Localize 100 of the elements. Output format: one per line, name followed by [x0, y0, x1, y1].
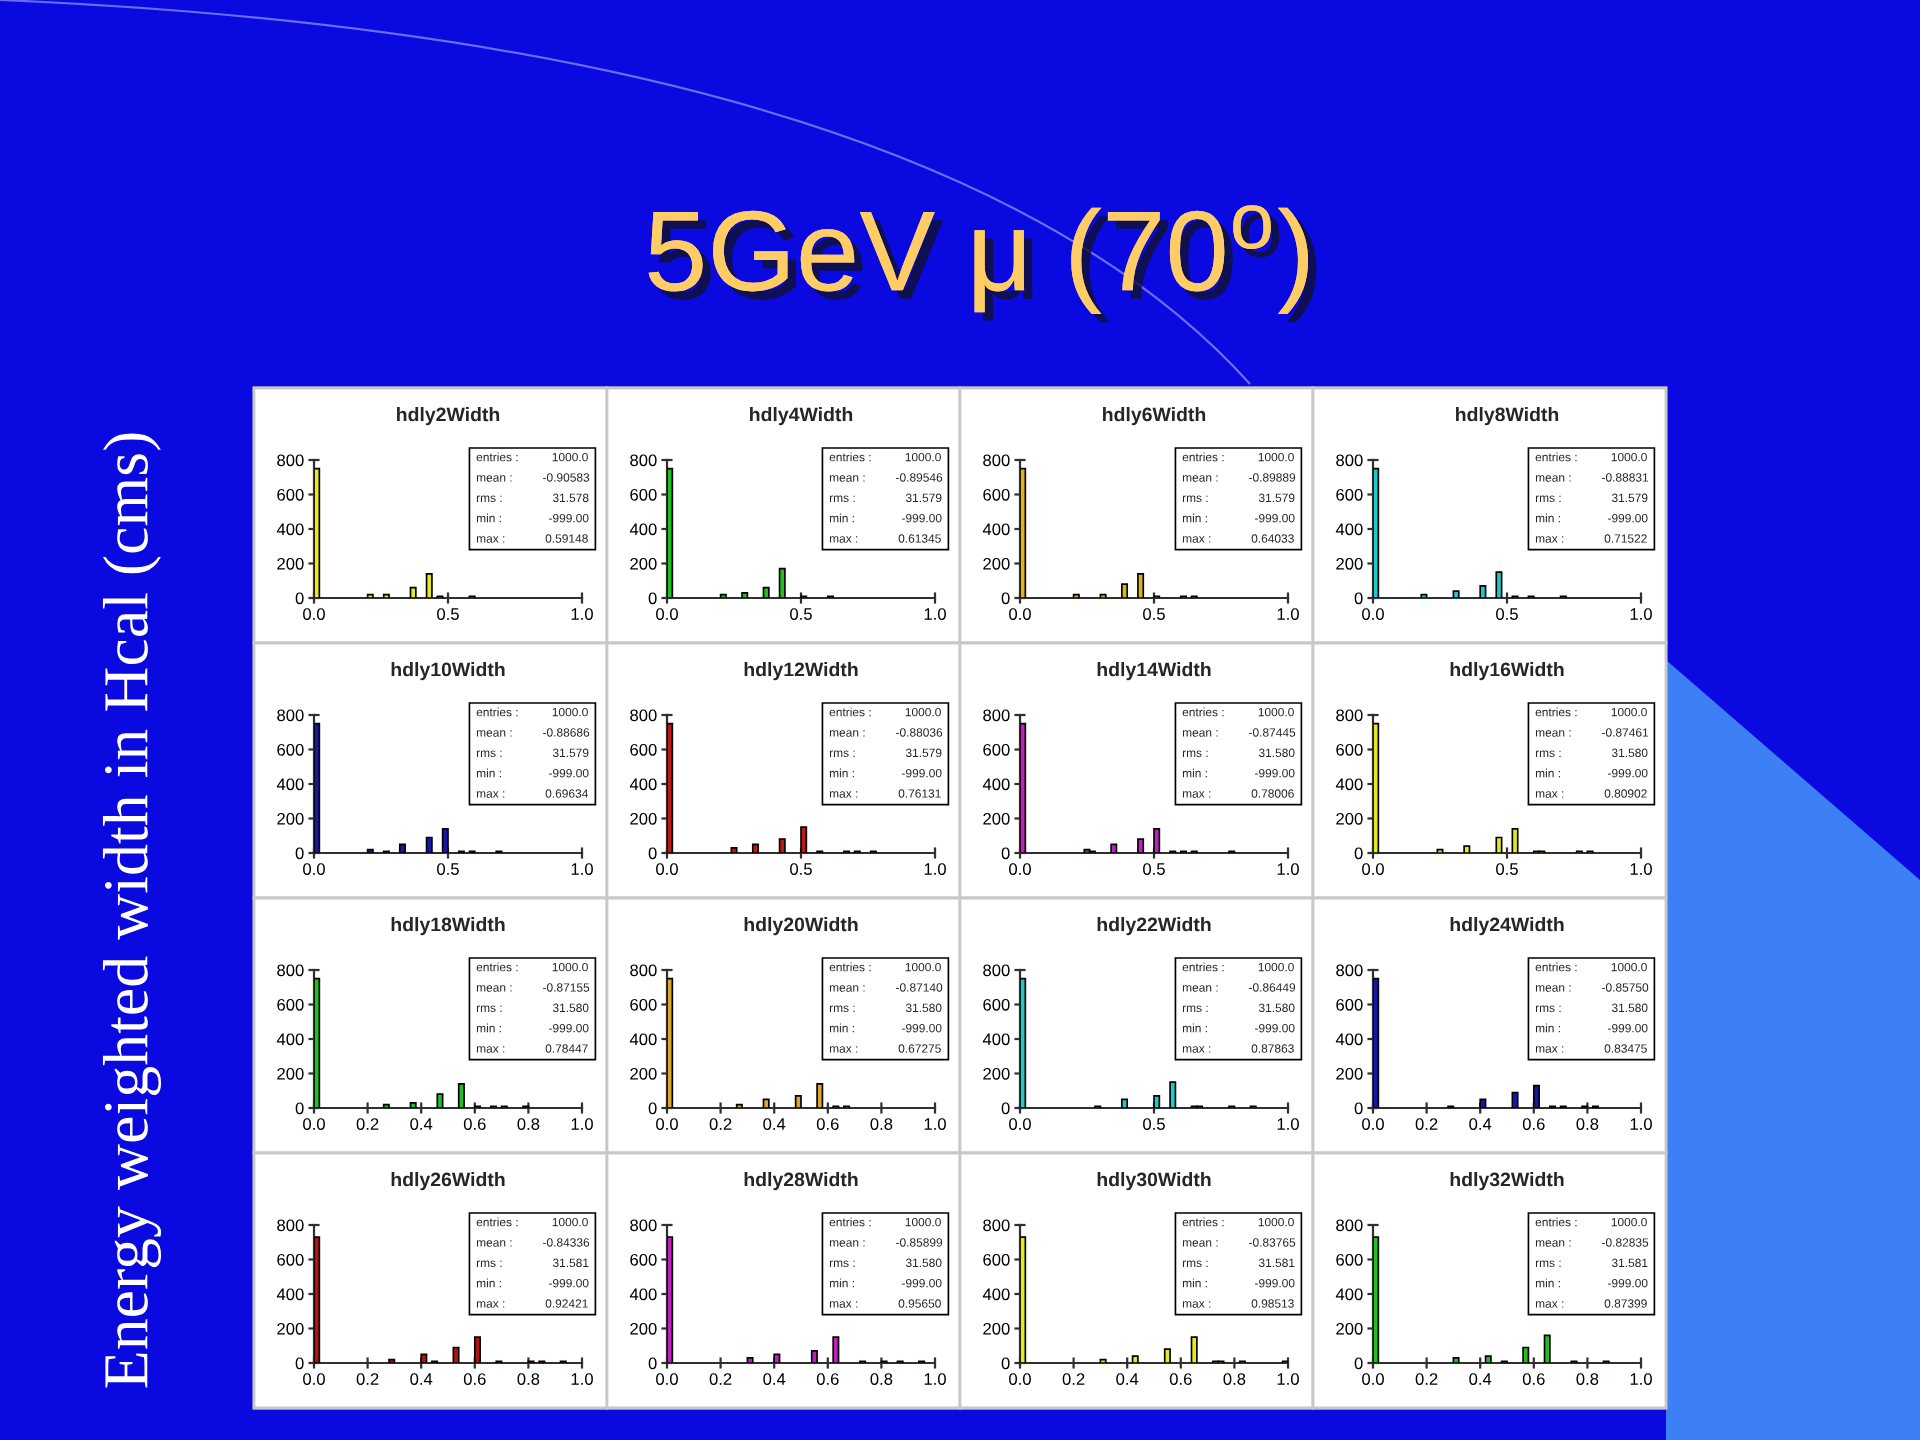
x-tick-label: 0.6: [1522, 1118, 1545, 1130]
y-tick-label: 200: [630, 812, 657, 825]
x-tick-label: 0.0: [1362, 863, 1384, 875]
y-tick-label: 0: [648, 1102, 657, 1115]
y-tick-label: 200: [277, 557, 304, 570]
y-tick-label: 600: [983, 743, 1010, 756]
x-tick-label: 0.0: [656, 608, 678, 620]
x-tick-label: 0.5: [1143, 1118, 1165, 1130]
chart-title: hdly6Width: [1103, 407, 1206, 426]
y-tick-label: 0: [1354, 592, 1363, 605]
y-tick-label: 200: [1336, 557, 1363, 570]
x-tick-label: 0.8: [870, 1373, 893, 1385]
y-tick-label: 400: [982, 1288, 1010, 1301]
x-tick-label: 0.6: [463, 1118, 486, 1130]
x-tick-label: 1.0: [1277, 1373, 1299, 1385]
y-tick-label: 200: [1336, 1067, 1363, 1080]
y-tick-label: 800: [1336, 1219, 1363, 1232]
x-tick-label: 0.0: [1362, 1373, 1384, 1385]
y-tick-label: 800: [983, 454, 1010, 467]
chart-title: hdly2Width: [397, 407, 500, 426]
x-tick-label: 0.5: [1496, 608, 1518, 620]
y-tick-label: 0: [1001, 1102, 1010, 1115]
x-tick-label: 0.5: [437, 608, 459, 620]
x-tick-label: 0.2: [709, 1373, 732, 1385]
y-tick-label: 400: [276, 1288, 304, 1301]
y-tick-label: 400: [629, 1033, 657, 1046]
x-tick-label: 0.4: [763, 1118, 786, 1130]
y-tick-label: 200: [983, 1067, 1010, 1080]
x-tick-label: 1.0: [571, 863, 593, 875]
x-tick-label: 0.0: [303, 863, 325, 875]
y-tick-label: 600: [1336, 1253, 1363, 1266]
y-tick-label: 200: [277, 812, 304, 825]
y-tick-label: 200: [630, 557, 657, 570]
chart-title: hdly30Width: [1097, 1172, 1211, 1191]
y-tick-label: 800: [277, 709, 304, 722]
y-tick-label: 600: [630, 1253, 657, 1266]
y-tick-label: 0: [1354, 1102, 1363, 1115]
x-tick-label: 0.4: [1469, 1373, 1492, 1385]
y-tick-label: 800: [630, 454, 657, 467]
x-tick-label: 0.4: [410, 1118, 433, 1130]
y-tick-label: 200: [277, 1067, 304, 1080]
y-tick-label: 0: [295, 847, 304, 860]
y-tick-label: 800: [1336, 964, 1363, 977]
y-tick-label: 400: [1335, 778, 1363, 791]
x-tick-label: 0.0: [303, 1118, 325, 1130]
x-tick-label: 0.8: [1223, 1373, 1246, 1385]
y-tick-label: 600: [277, 998, 304, 1011]
y-tick-label: 0: [1001, 847, 1010, 860]
x-tick-label: 1.0: [924, 1373, 946, 1385]
x-tick-label: 0.5: [790, 863, 812, 875]
y-tick-label: 400: [1335, 1033, 1363, 1046]
x-tick-label: 1.0: [924, 1118, 946, 1130]
x-tick-label: 0.8: [517, 1373, 540, 1385]
x-tick-label: 0.6: [1522, 1373, 1545, 1385]
y-tick-label: 400: [1335, 523, 1363, 536]
x-tick-label: 0.0: [303, 1373, 325, 1385]
y-tick-label: 400: [276, 1033, 304, 1046]
y-tick-label: 0: [1001, 1357, 1010, 1370]
x-tick-label: 1.0: [1630, 1118, 1652, 1130]
x-tick-label: 0.4: [1116, 1373, 1139, 1385]
y-tick-label: 200: [277, 1322, 304, 1335]
x-tick-label: 0.6: [463, 1373, 486, 1385]
x-tick-label: 1.0: [571, 1373, 593, 1385]
text: Energy weighted width in Hcal (cms): [102, 433, 162, 1388]
x-tick-label: 0.8: [517, 1118, 540, 1130]
x-tick-label: 0.2: [356, 1373, 379, 1385]
x-tick-label: 0.8: [870, 1118, 893, 1130]
x-tick-label: 0.5: [1496, 863, 1518, 875]
y-tick-label: 600: [983, 1253, 1010, 1266]
y-tick-label: 400: [1335, 1288, 1363, 1301]
x-tick-label: 0.6: [816, 1373, 839, 1385]
x-tick-label: 0.4: [1469, 1118, 1492, 1130]
y-tick-label: 200: [630, 1322, 657, 1335]
x-tick-label: 1.0: [1630, 863, 1652, 875]
x-tick-label: 0.0: [1009, 608, 1031, 620]
y-tick-label: 400: [276, 523, 304, 536]
x-tick-label: 0.0: [303, 608, 325, 620]
x-tick-label: 0.5: [437, 863, 459, 875]
y-tick-label: 0: [295, 1357, 304, 1370]
y-tick-label: 0: [648, 1357, 657, 1370]
x-tick-label: 0.0: [1009, 863, 1031, 875]
chart-title: hdly32Width: [1450, 1172, 1564, 1191]
y-tick-label: 400: [982, 778, 1010, 791]
x-tick-label: 0.0: [1362, 608, 1384, 620]
x-tick-label: 0.8: [1576, 1118, 1599, 1130]
chart-title: hdly28Width: [744, 1172, 858, 1191]
y-tick-label: 200: [1336, 812, 1363, 825]
x-tick-label: 1.0: [571, 608, 593, 620]
y-tick-label: 600: [983, 488, 1010, 501]
chart-title: hdly16Width: [1450, 662, 1564, 681]
x-tick-label: 0.2: [356, 1118, 379, 1130]
x-tick-label: 0.0: [1009, 1118, 1031, 1130]
y-tick-label: 800: [630, 964, 657, 977]
x-tick-label: 0.2: [709, 1118, 732, 1130]
y-tick-label: 600: [630, 743, 657, 756]
y-tick-label: 400: [629, 523, 657, 536]
x-tick-label: 0.2: [1415, 1373, 1438, 1385]
chart-title: hdly12Width: [744, 662, 858, 681]
x-tick-label: 0.2: [1415, 1118, 1438, 1130]
y-tick-label: 800: [277, 964, 304, 977]
